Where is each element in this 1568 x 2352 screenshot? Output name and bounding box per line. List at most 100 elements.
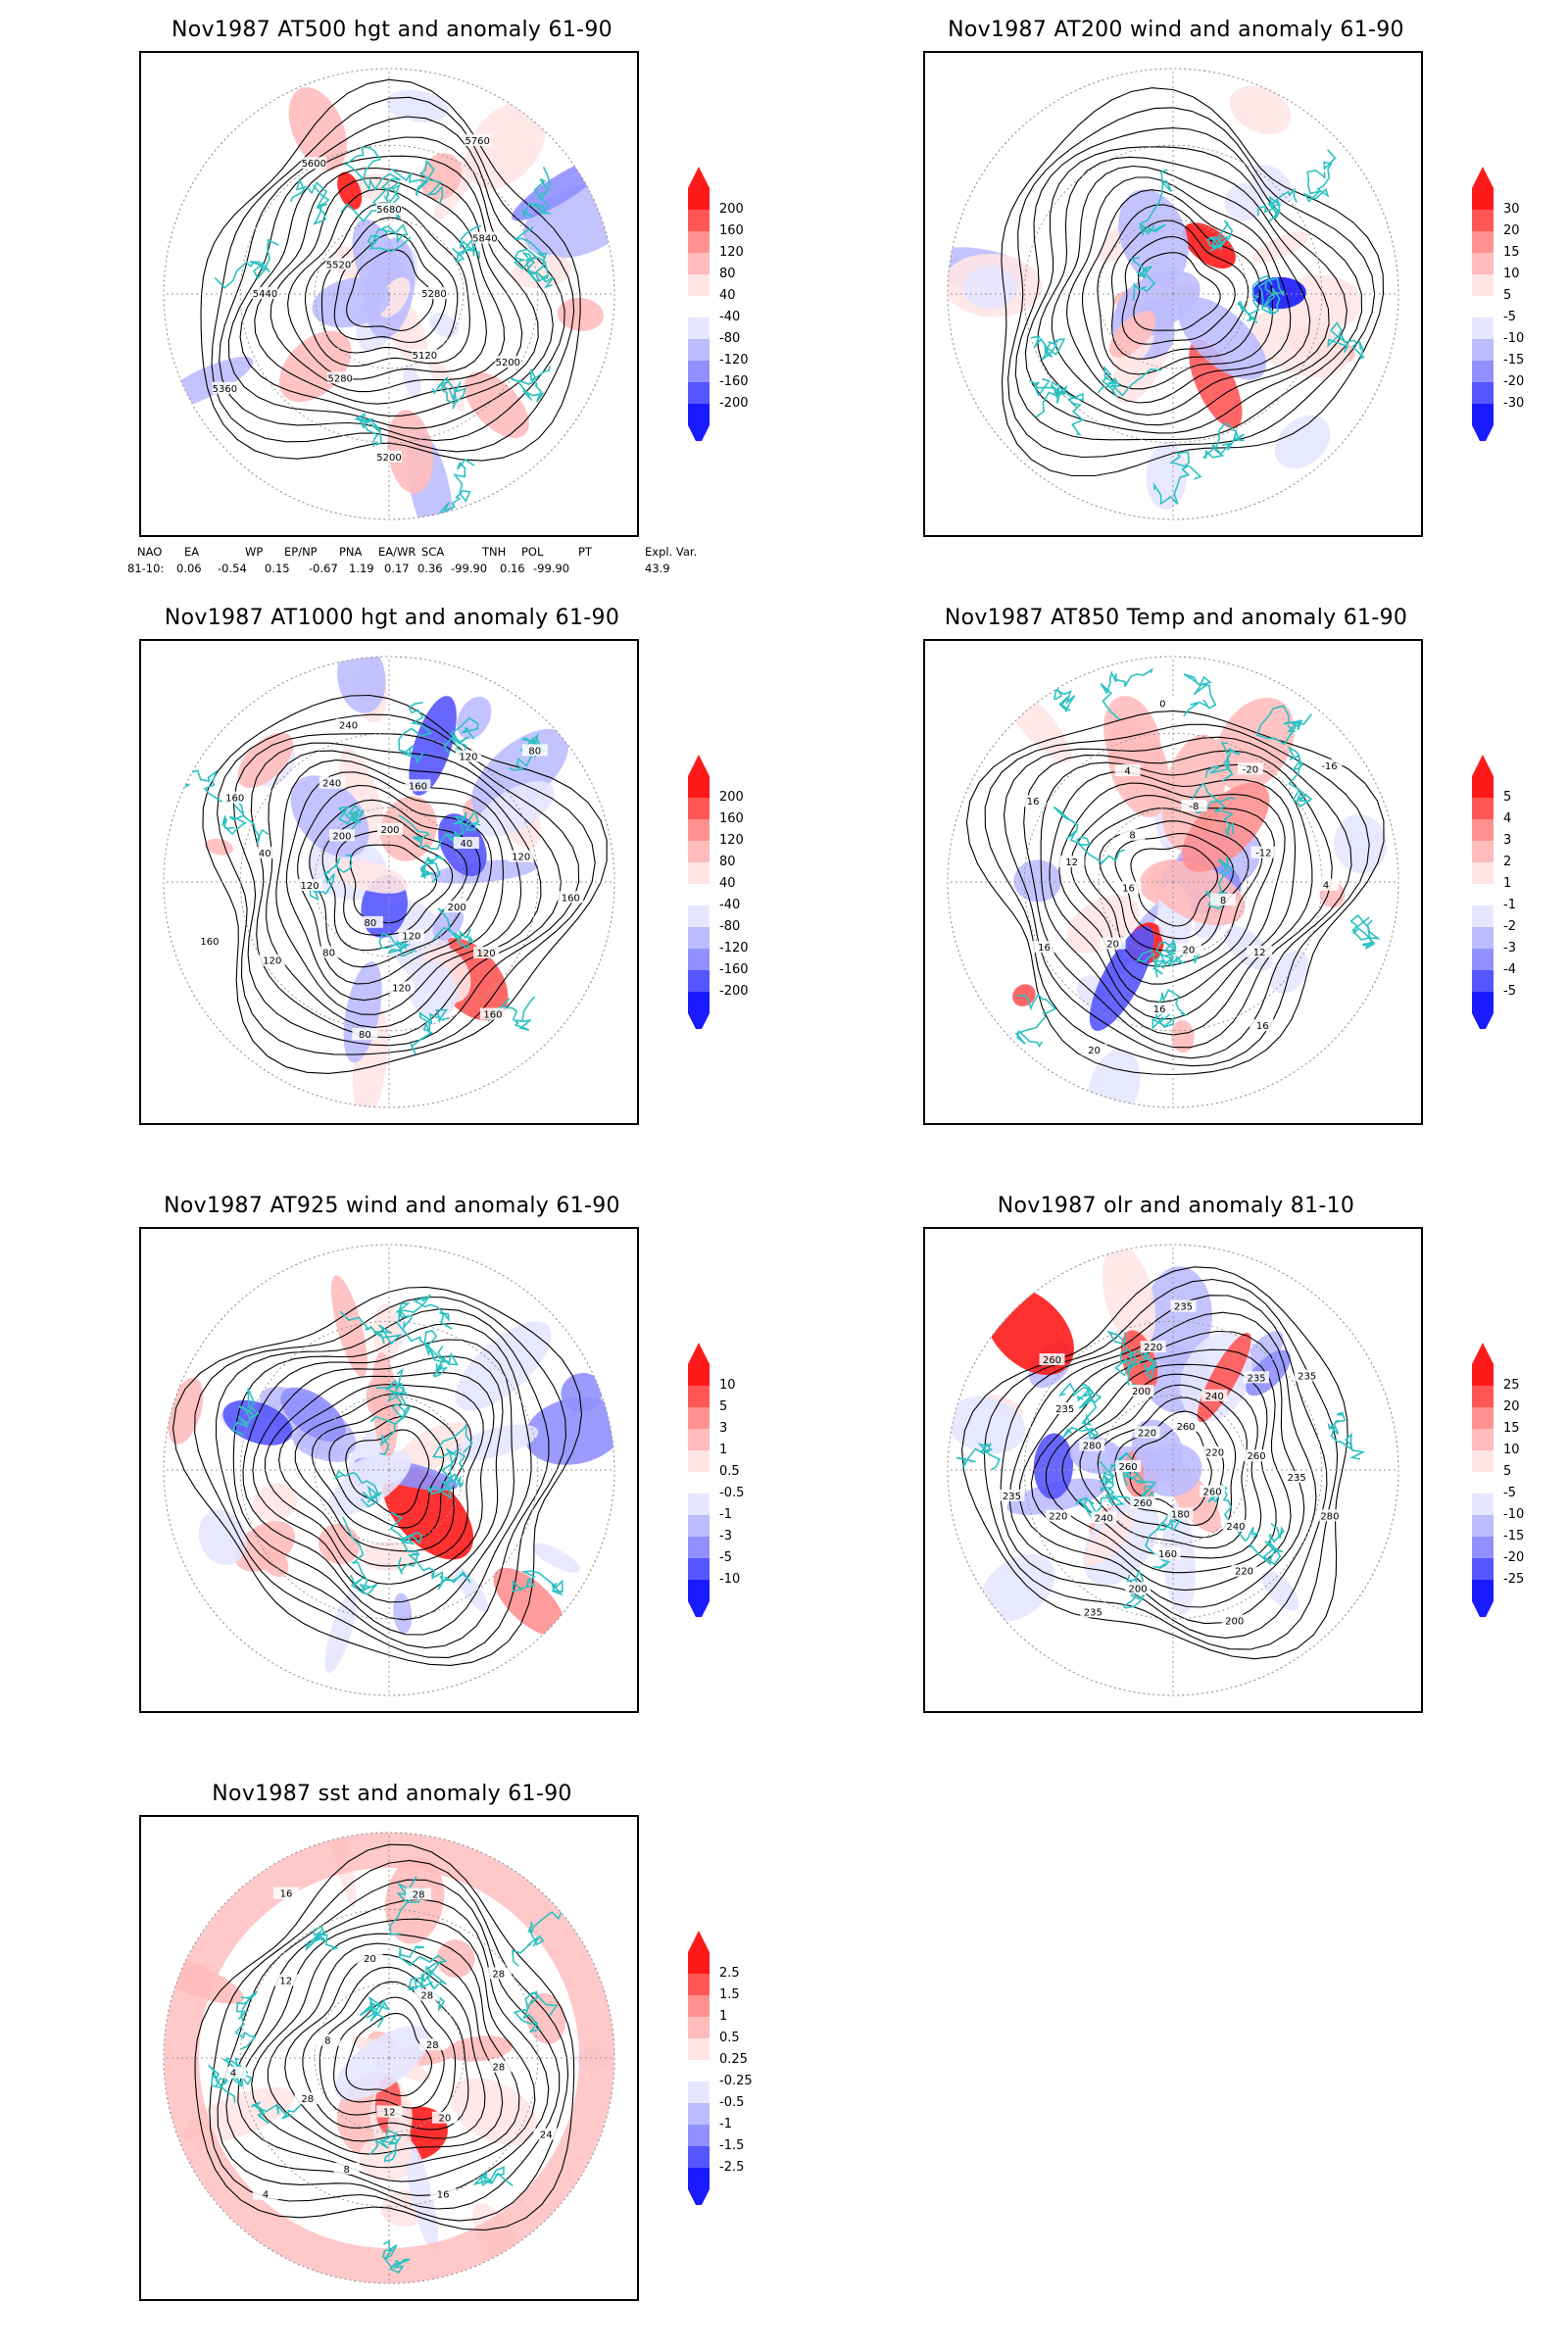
- coastline: [289, 177, 330, 225]
- map-svg: [947, 68, 1399, 520]
- contour-label: 16: [1256, 1021, 1269, 1032]
- colorbar-label: -200: [719, 984, 749, 999]
- contour-label-bg: [414, 1988, 440, 2001]
- colorbar-swatch: [688, 841, 710, 862]
- contour-label: 235: [1055, 1404, 1074, 1415]
- contour-label: 40: [461, 839, 473, 850]
- map-svg: 16 12 16 8 4 0 -8 -20 -16 -12 4 8 12 16 20 16 20 20 16: [947, 656, 1399, 1108]
- contour-line: [984, 723, 1370, 1067]
- contour-label-bg: [508, 850, 534, 862]
- contour-line: [252, 1355, 504, 1603]
- contour-line: [232, 1322, 532, 1636]
- colorbar-label: 1: [719, 1443, 728, 1457]
- coastline: [389, 1876, 428, 1936]
- colorbar-swatch: [1472, 231, 1494, 253]
- anomaly-region: [312, 277, 391, 328]
- contour-label: 20: [439, 2114, 452, 2125]
- contour-line: [1084, 808, 1263, 967]
- contour-label-bg: [1221, 1614, 1248, 1627]
- colorbar-arrow-top: [1472, 755, 1494, 776]
- anomaly-region: [1171, 1019, 1195, 1054]
- contour-label: 160: [225, 794, 244, 805]
- contour-label: 12: [1065, 858, 1078, 868]
- contour-label-bg: [1244, 1449, 1270, 1462]
- contour-label: 28: [492, 1970, 505, 1981]
- colorbar-swatch: [688, 382, 710, 404]
- coastline: [1257, 187, 1298, 222]
- coastline: [375, 1367, 409, 1406]
- coastline: [395, 1294, 453, 1330]
- colorbar: 30 20 15 10 5 -5 -10 -15 -20 -30: [1470, 167, 1558, 441]
- contour-label: 260: [1248, 1451, 1266, 1462]
- colorbar-label: 200: [719, 790, 744, 805]
- contour-label-bg: [421, 287, 447, 299]
- contour-line: [1114, 1410, 1225, 1526]
- contour-line: [965, 710, 1385, 1076]
- contour-label: 8: [1129, 831, 1135, 842]
- contour-label-bg: [212, 381, 238, 394]
- coastline: [487, 996, 536, 1031]
- contour-label: 160: [483, 1010, 502, 1021]
- coastline: [1097, 365, 1162, 398]
- anomaly-region: [948, 1396, 1026, 1454]
- colorbar-swatch: [1472, 318, 1494, 339]
- anomaly-region: [464, 371, 529, 438]
- contour-label-bg: [471, 231, 498, 244]
- colorbar-label: 120: [719, 833, 744, 848]
- panel-at1000: Nov1987 AT1000 hgt and anomaly 61-90 80 80…: [0, 588, 784, 1176]
- colorbar-swatch: [1472, 1494, 1494, 1515]
- contour-line: [1121, 235, 1236, 345]
- contour-label-bg: [473, 946, 500, 958]
- colorbar-swatch: [1472, 296, 1494, 318]
- row-label: 81-10:: [127, 562, 165, 575]
- colorbar-label: 15: [1503, 245, 1520, 260]
- table-cell: 0.06: [176, 562, 202, 575]
- colorbar-swatch: [1472, 1429, 1494, 1450]
- coastline: [1302, 149, 1337, 203]
- contour-label-bg: [485, 2060, 512, 2073]
- colorbar-swatch: [1472, 819, 1494, 841]
- anomaly-region: [280, 1387, 346, 1443]
- contour-label-bg: [1128, 1385, 1154, 1397]
- contour-label-bg: [444, 901, 470, 913]
- colorbar-swatch: [1472, 798, 1494, 819]
- contour-label-bg: [465, 134, 491, 146]
- anomaly-region: [1182, 782, 1270, 872]
- colorbar-swatch: [688, 2082, 710, 2103]
- colorbar-swatch: [688, 906, 710, 927]
- contour-label: 235: [1003, 1492, 1021, 1502]
- colorbar-swatch: [688, 1580, 710, 1601]
- panel-sst: Nov1987 sst and anomaly 61-90 28 28 24 20 16 1…: [0, 1764, 784, 2352]
- anomaly-region: [393, 1592, 413, 1634]
- coastline: [1139, 169, 1173, 238]
- colorbar-swatch: [688, 1974, 710, 1995]
- contour-label: 4: [1124, 766, 1130, 777]
- coastline: [1207, 1483, 1260, 1543]
- colorbar-swatches: [1472, 755, 1494, 1029]
- coastline: [354, 413, 382, 447]
- colorbar-label: -25: [1503, 1572, 1525, 1587]
- coastline: [1131, 257, 1156, 301]
- colorbar-label: 1: [1503, 876, 1512, 891]
- anomaly-region: [454, 1566, 489, 1613]
- coastline: [410, 1008, 450, 1054]
- colorbar-label: -200: [719, 396, 749, 411]
- colorbar-swatch: [1472, 404, 1494, 425]
- contour-label: 220: [1138, 1428, 1156, 1439]
- contour-label: 16: [280, 1889, 293, 1900]
- colorbar-swatch: [1472, 382, 1494, 404]
- contour-label: 20: [1183, 946, 1196, 956]
- anomaly-region: [328, 858, 408, 894]
- contour-label-bg: [252, 847, 278, 859]
- colorbar-label: 40: [719, 288, 736, 303]
- contour-label-bg: [357, 1952, 383, 1964]
- coastline: [1237, 274, 1273, 324]
- colorbar-swatch: [688, 1407, 710, 1429]
- contour-label: 8: [324, 2036, 330, 2047]
- coastline: [408, 1960, 442, 1992]
- coastline: [419, 855, 445, 884]
- contour-line: [294, 1393, 472, 1552]
- coastline: [1036, 664, 1076, 712]
- colorbar-swatch: [1472, 1386, 1494, 1407]
- coastline: [1145, 1509, 1181, 1570]
